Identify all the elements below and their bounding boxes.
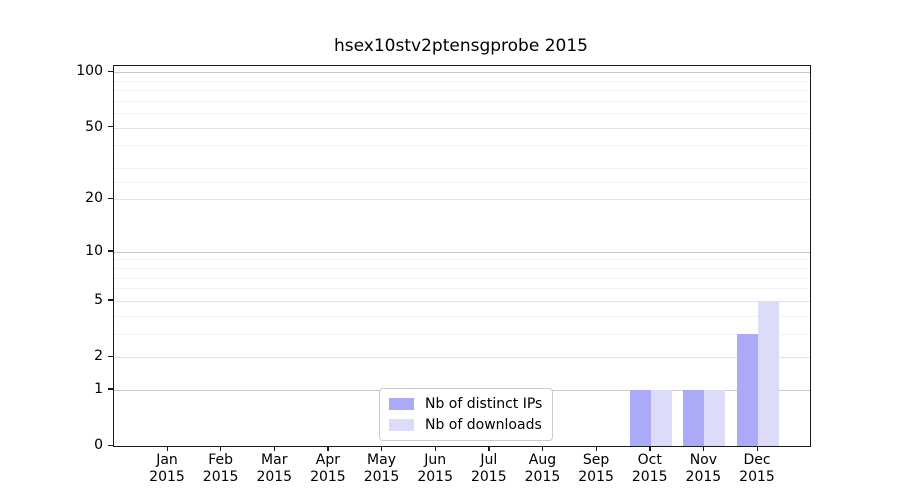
- y-tick-label: 20: [85, 190, 103, 207]
- y-gridline: [114, 357, 810, 358]
- legend-swatch-distinct-ips: [389, 398, 414, 410]
- x-tick-month: Sep: [582, 452, 610, 468]
- x-tick-year: 2015: [202, 469, 239, 485]
- x-tick-year: 2015: [631, 469, 668, 485]
- y-minor-gridline: [114, 167, 810, 169]
- y-tick-mark: [108, 388, 113, 390]
- x-tick-month: Jul: [480, 452, 498, 468]
- y-minor-gridline: [114, 315, 810, 317]
- y-gridline: [114, 199, 810, 201]
- x-tick-mark: [434, 446, 436, 451]
- x-tick-year: 2015: [739, 469, 775, 485]
- x-tick-mark: [702, 446, 705, 451]
- y-tick-mark: [108, 70, 113, 72]
- y-tick-label: 5: [94, 291, 103, 308]
- x-tick-mark: [220, 446, 222, 451]
- x-tick-month: Nov: [689, 452, 718, 468]
- y-minor-gridline: [114, 333, 810, 335]
- x-tick-mark: [595, 446, 597, 451]
- x-tick-month: Apr: [315, 452, 341, 468]
- y-tick-label: 0: [94, 437, 103, 453]
- y-minor-gridline: [114, 80, 810, 82]
- y-minor-gridline: [114, 113, 810, 115]
- plot-area: Nb of distinct IPs Nb of downloads: [113, 65, 811, 447]
- legend-label-downloads: Nb of downloads: [425, 417, 542, 433]
- x-tick-label: Feb 2015: [189, 452, 253, 486]
- x-tick-year: 2015: [685, 469, 722, 485]
- y-minor-gridline: [114, 259, 810, 261]
- x-tick-month: Aug: [528, 452, 557, 468]
- x-tick-month: Jun: [424, 452, 447, 468]
- y-tick-mark: [108, 250, 113, 252]
- x-tick-month: Dec: [743, 452, 771, 468]
- x-tick-month: May: [367, 452, 396, 468]
- x-tick-label: Dec 2015: [725, 452, 789, 486]
- y-tick-label: 10: [85, 242, 103, 259]
- x-tick-mark: [166, 446, 168, 451]
- y-gridline: [114, 251, 810, 253]
- y-tick-mark: [108, 444, 113, 446]
- y-gridline: [114, 127, 810, 129]
- x-tick-label: May 2015: [350, 452, 414, 486]
- y-tick-mark: [108, 299, 113, 301]
- x-tick-month: Oct: [637, 452, 662, 468]
- y-tick-label: 2: [94, 348, 103, 364]
- x-tick-label: Mar 2015: [242, 452, 306, 486]
- x-tick-label: Apr 2015: [296, 452, 360, 486]
- x-tick-label: Jun 2015: [403, 452, 467, 486]
- x-tick-label: Jan 2015: [135, 452, 199, 486]
- x-tick-label: Sep 2015: [564, 452, 628, 486]
- legend-label-distinct-ips: Nb of distinct IPs: [425, 396, 543, 412]
- y-minor-gridline: [114, 277, 810, 279]
- y-tick-mark: [108, 355, 113, 357]
- bar-distinct-ips: [683, 389, 705, 446]
- y-tick-label: 100: [76, 63, 103, 80]
- y-tick-label: 50: [85, 118, 103, 135]
- x-tick-year: 2015: [470, 469, 507, 485]
- y-gridline: [114, 300, 810, 302]
- x-tick-mark: [273, 446, 276, 451]
- x-tick-mark: [756, 446, 758, 451]
- x-tick-label: Aug 2015: [510, 452, 574, 486]
- legend-item-distinct-ips: Nb of distinct IPs: [389, 396, 542, 412]
- x-tick-mark: [327, 446, 329, 451]
- x-tick-month: Jan: [156, 452, 178, 468]
- y-minor-gridline: [114, 145, 810, 147]
- y-tick-mark: [108, 197, 113, 200]
- y-minor-gridline: [114, 100, 810, 102]
- x-tick-mark: [488, 446, 490, 451]
- x-tick-year: 2015: [578, 469, 614, 485]
- x-tick-year: 2015: [149, 469, 185, 485]
- x-tick-month: Feb: [208, 452, 234, 468]
- y-minor-gridline: [114, 268, 810, 270]
- x-tick-label: Nov 2015: [671, 452, 735, 486]
- x-tick-mark: [541, 446, 544, 451]
- bar-distinct-ips: [629, 389, 651, 446]
- x-tick-year: 2015: [417, 469, 453, 485]
- x-tick-year: 2015: [256, 469, 293, 485]
- legend: Nb of distinct IPs Nb of downloads: [379, 388, 554, 441]
- x-tick-label: Oct 2015: [618, 452, 682, 486]
- bar-downloads: [704, 389, 726, 446]
- x-tick-mark: [649, 446, 651, 451]
- x-tick-month: Mar: [261, 452, 288, 468]
- y-gridline: [114, 72, 810, 74]
- y-tick-mark: [108, 126, 113, 128]
- x-tick-year: 2015: [310, 469, 346, 485]
- chart-title: hsex10stv2ptensgprobe 2015: [334, 36, 588, 56]
- bar-distinct-ips: [737, 333, 758, 446]
- y-minor-gridline: [114, 182, 810, 184]
- x-tick-year: 2015: [363, 469, 400, 485]
- y-minor-gridline: [114, 90, 810, 92]
- x-tick-label: Jul 2015: [457, 452, 521, 486]
- y-tick-label: 1: [94, 380, 103, 397]
- legend-swatch-downloads: [389, 419, 414, 431]
- x-tick-year: 2015: [524, 469, 561, 485]
- legend-item-downloads: Nb of downloads: [389, 417, 542, 433]
- bar-downloads: [650, 389, 672, 446]
- y-minor-gridline: [114, 288, 810, 290]
- bar-downloads: [758, 300, 779, 446]
- x-tick-mark: [381, 446, 383, 451]
